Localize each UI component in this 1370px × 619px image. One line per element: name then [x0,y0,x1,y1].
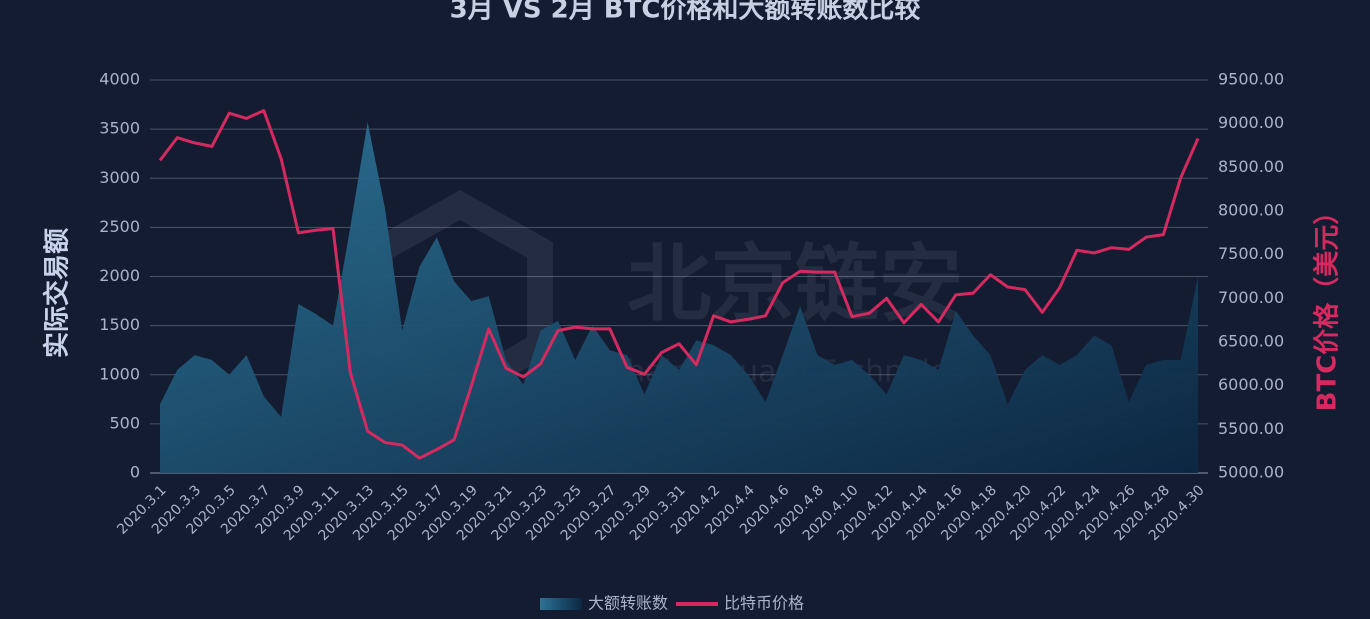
y2-tick-label: 8500.00 [1218,157,1284,176]
legend-label: 比特币价格 [724,594,804,613]
y2-tick-label: 9000.00 [1218,113,1284,132]
y2-tick-label: 8000.00 [1218,201,1284,220]
y-tick-label: 3000 [99,168,140,187]
y-tick-label: 0 [130,463,140,482]
y-axis-title: 实际交易额 [42,228,73,358]
y-tick-label: 3500 [99,119,140,138]
y2-tick-label: 9500.00 [1218,70,1284,89]
y2-tick-label: 5500.00 [1218,419,1284,438]
area [160,122,1198,473]
watermark-text: 北京链安 [627,235,963,333]
y-tick-label: 1500 [99,315,140,334]
y2-tick-label: 6500.00 [1218,332,1284,351]
legend-swatch [540,598,582,610]
y2-axis-title: BTC价格（美元） [1312,199,1343,412]
y2-tick-label: 7000.00 [1218,288,1284,307]
y2-tick-label: 6000.00 [1218,375,1284,394]
y-tick-label: 1000 [99,364,140,383]
y-tick-label: 2500 [99,217,140,236]
y-tick-label: 4000 [99,70,140,89]
y-tick-label: 500 [109,413,140,432]
legend-label: 大额转账数 [588,594,668,613]
y-tick-label: 2000 [99,266,140,285]
chart-title: 3月 VS 2月 BTC价格和大额转账数比较 [450,0,921,25]
y2-tick-label: 7500.00 [1218,244,1284,263]
line [158,109,1200,460]
y2-tick-label: 5000.00 [1218,463,1284,482]
